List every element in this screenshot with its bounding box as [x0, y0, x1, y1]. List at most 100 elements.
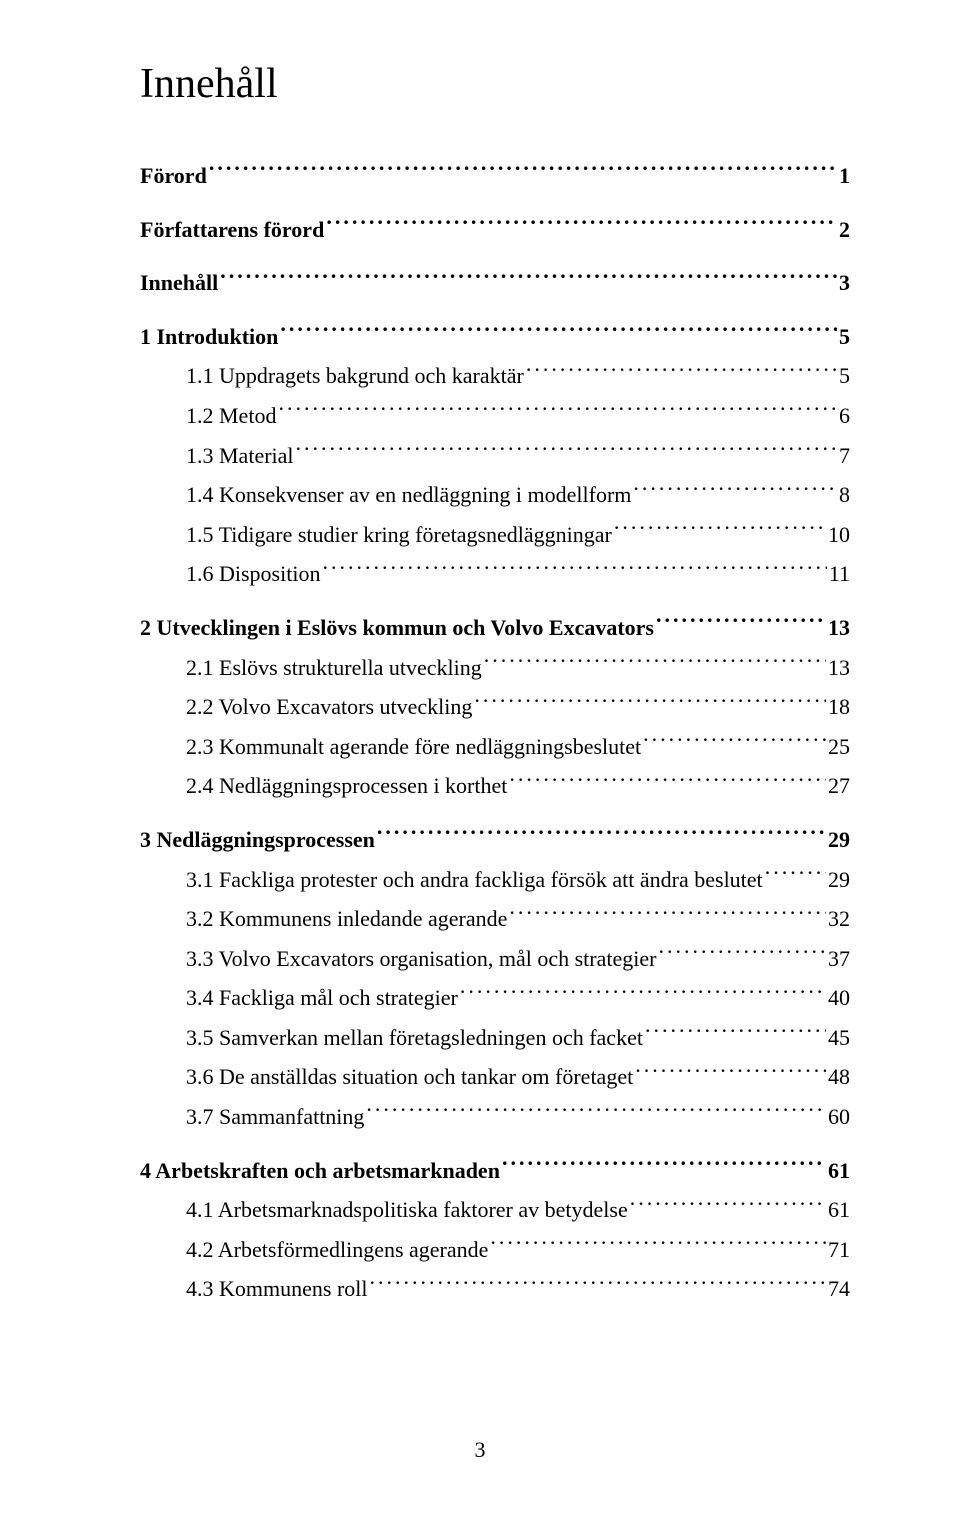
toc-leader-dots [633, 476, 837, 502]
toc-entry-label: 1.5 Tidigare studier kring företagsnedlä… [186, 515, 612, 555]
toc-leader-dots [280, 317, 837, 343]
toc-entry: 2.3 Kommunalt agerande före nedläggnings… [140, 727, 850, 767]
toc-entry: 1.1 Uppdragets bakgrund och karaktär 5 [140, 356, 850, 396]
toc-leader-dots [220, 264, 837, 290]
toc-leader-dots [484, 648, 826, 674]
toc-entry-label: 3.5 Samverkan mellan företagsledningen o… [186, 1018, 643, 1058]
toc-leader-dots [643, 727, 826, 753]
toc-leader-dots [509, 767, 826, 793]
toc-entry-label: Författarens förord [140, 210, 324, 250]
toc-entry-page: 7 [839, 436, 850, 476]
toc-entry-page: 18 [828, 687, 850, 727]
toc-leader-dots [366, 1098, 826, 1124]
toc-entry-page: 3 [839, 263, 850, 303]
toc-leader-dots [656, 609, 826, 635]
toc-entry: 2.2 Volvo Excavators utveckling18 [140, 687, 850, 727]
toc-entry: 3.6 De anställdas situation och tankar o… [140, 1057, 850, 1097]
toc-entry-label: 2.1 Eslövs strukturella utveckling [186, 648, 482, 688]
toc-entry-label: 1.4 Konsekvenser av en nedläggning i mod… [186, 475, 631, 515]
toc-leader-dots [765, 860, 826, 886]
toc-entry: 1.6 Disposition 11 [140, 554, 850, 594]
toc-entry-label: 1.3 Material [186, 436, 294, 476]
toc-entry-page: 48 [828, 1057, 850, 1097]
toc-leader-dots [370, 1270, 827, 1296]
toc-entry: 3.1 Fackliga protester och andra facklig… [140, 860, 850, 900]
toc-entry-label: 3.2 Kommunens inledande agerande [186, 899, 507, 939]
toc-entry-page: 45 [828, 1018, 850, 1058]
toc-entry: 2.1 Eslövs strukturella utveckling 13 [140, 648, 850, 688]
page-title: Innehåll [140, 60, 850, 108]
toc-entry: 1.3 Material 7 [140, 436, 850, 476]
toc-leader-dots [509, 900, 826, 926]
toc-entry-label: 3 Nedläggningsprocessen [140, 820, 375, 860]
toc-entry-page: 37 [828, 939, 850, 979]
toc-entry: 2.4 Nedläggningsprocessen i korthet 27 [140, 766, 850, 806]
toc-entry-page: 1 [839, 156, 850, 196]
toc-entry-label: 3.3 Volvo Excavators organisation, mål o… [186, 939, 656, 979]
toc-entry: Innehåll 3 [140, 263, 850, 303]
toc-entry: 2 Utvecklingen i Eslövs kommun och Volvo… [140, 608, 850, 648]
toc-entry-page: 60 [828, 1097, 850, 1137]
toc-entry: 3.4 Fackliga mål och strategier 40 [140, 978, 850, 1018]
toc-leader-dots [296, 436, 837, 462]
toc-entry: 4.1 Arbetsmarknadspolitiska faktorer av … [140, 1190, 850, 1230]
toc-entry: 1 Introduktion 5 [140, 317, 850, 357]
toc-leader-dots [658, 939, 826, 965]
toc-entry: 4.3 Kommunens roll 74 [140, 1269, 850, 1309]
toc-entry: 1.5 Tidigare studier kring företagsnedlä… [140, 515, 850, 555]
toc-entry: 3.7 Sammanfattning 60 [140, 1097, 850, 1137]
toc-entry: 3.3 Volvo Excavators organisation, mål o… [140, 939, 850, 979]
toc-entry-label: 2.4 Nedläggningsprocessen i korthet [186, 766, 507, 806]
toc-leader-dots [460, 979, 826, 1005]
toc-leader-dots [614, 515, 826, 541]
toc-entry-page: 10 [828, 515, 850, 555]
toc-entry-label: 4.1 Arbetsmarknadspolitiska faktorer av … [186, 1190, 628, 1230]
toc-entry-label: 4.2 Arbetsförmedlingens agerande [186, 1230, 488, 1270]
toc-leader-dots [630, 1191, 826, 1217]
toc-entry: 1.2 Metod 6 [140, 396, 850, 436]
toc-leader-dots [209, 157, 837, 183]
toc-leader-dots [474, 688, 826, 714]
toc-entry-page: 27 [828, 766, 850, 806]
page-number: 3 [475, 1437, 486, 1463]
toc-entry-page: 2 [839, 210, 850, 250]
toc-entry-label: Innehåll [140, 263, 218, 303]
toc-entry-label: 3.1 Fackliga protester och andra facklig… [186, 860, 763, 900]
toc-entry-label: 3.4 Fackliga mål och strategier [186, 978, 458, 1018]
toc-leader-dots [526, 357, 837, 383]
toc-entry-label: 3.7 Sammanfattning [186, 1097, 364, 1137]
toc-entry: 1.4 Konsekvenser av en nedläggning i mod… [140, 475, 850, 515]
toc-entry: 3.5 Samverkan mellan företagsledningen o… [140, 1018, 850, 1058]
toc-entry: 3.2 Kommunens inledande agerande 32 [140, 899, 850, 939]
toc-entry-label: 4 Arbetskraften och arbetsmarknaden [140, 1151, 500, 1191]
toc-entry-page: 61 [828, 1190, 850, 1230]
toc-entry-label: 1.6 Disposition [186, 554, 320, 594]
toc-entry-page: 5 [839, 356, 850, 396]
toc-entry-page: 40 [828, 978, 850, 1018]
toc-entry: Författarens förord 2 [140, 210, 850, 250]
toc-entry-label: 3.6 De anställdas situation och tankar o… [186, 1057, 633, 1097]
toc-entry-label: 4.3 Kommunens roll [186, 1269, 368, 1309]
toc-entry-page: 25 [828, 727, 850, 767]
toc-entry: 4 Arbetskraften och arbetsmarknaden61 [140, 1151, 850, 1191]
toc-entry-label: 1.2 Metod [186, 396, 276, 436]
toc-leader-dots [278, 397, 837, 423]
toc-entry-page: 13 [828, 608, 850, 648]
toc-entry-page: 6 [839, 396, 850, 436]
toc-entry-page: 11 [829, 554, 850, 594]
toc-entry-page: 29 [828, 860, 850, 900]
toc-entry-label: 1.1 Uppdragets bakgrund och karaktär [186, 356, 524, 396]
toc-entry: 3 Nedläggningsprocessen29 [140, 820, 850, 860]
toc-entry-label: 1 Introduktion [140, 317, 278, 357]
toc-leader-dots [635, 1058, 826, 1084]
toc-entry-label: 2.3 Kommunalt agerande före nedläggnings… [186, 727, 641, 767]
toc-entry-page: 74 [828, 1269, 850, 1309]
table-of-contents: Förord1Författarens förord2Innehåll31 In… [140, 156, 850, 1309]
toc-entry-page: 13 [828, 648, 850, 688]
toc-entry-page: 8 [839, 475, 850, 515]
toc-leader-dots [322, 555, 826, 581]
toc-leader-dots [326, 210, 837, 236]
toc-entry-page: 32 [828, 899, 850, 939]
toc-leader-dots [490, 1230, 826, 1256]
toc-entry-page: 5 [839, 317, 850, 357]
